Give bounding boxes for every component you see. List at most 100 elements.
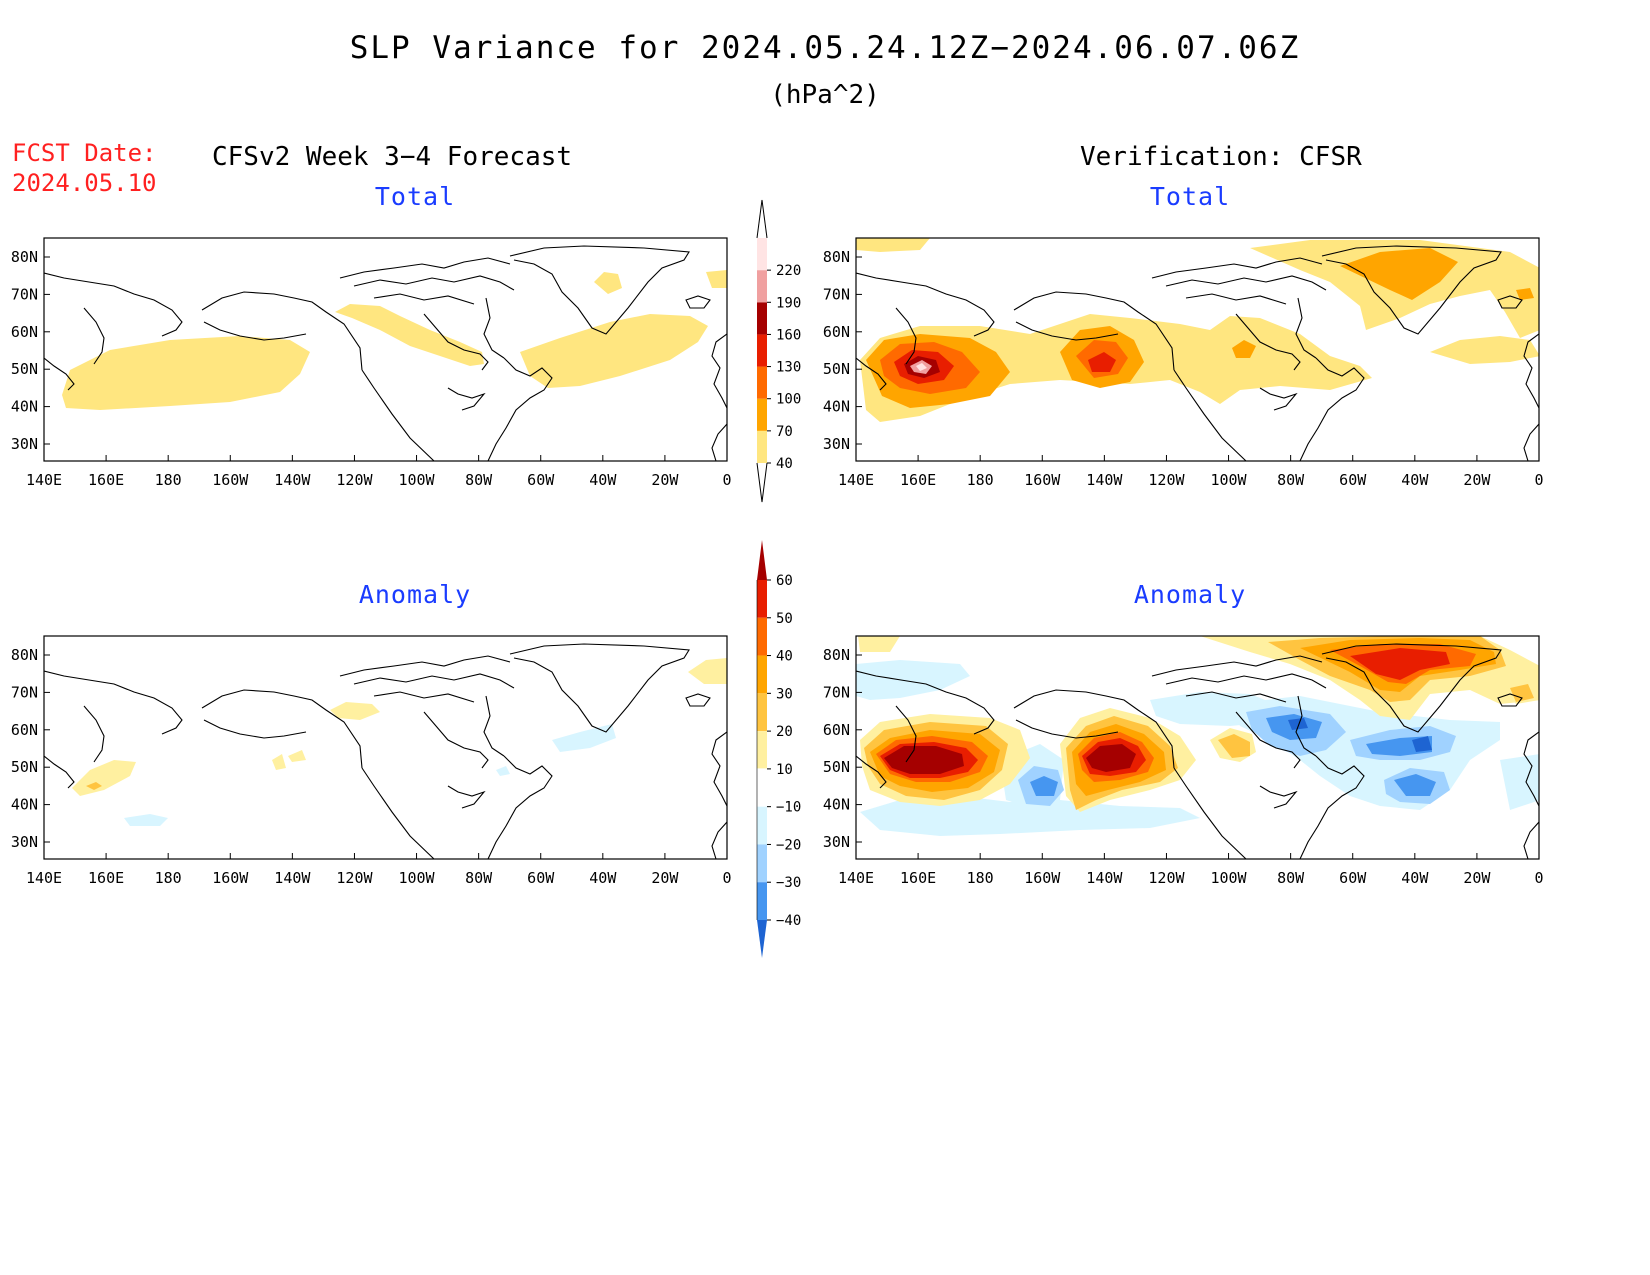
fcst-total-lat-label: 40N bbox=[11, 398, 38, 416]
total-colorbar-label: 160 bbox=[776, 327, 801, 343]
total-colorbar-swatch bbox=[757, 430, 767, 463]
total-colorbar-label: 130 bbox=[776, 360, 801, 376]
verif-total-lon-label: 140W bbox=[1086, 471, 1123, 489]
verif-anomaly-lon-label: 80W bbox=[1277, 869, 1305, 887]
main-title: SLP Variance for 2024.05.24.12Z−2024.06.… bbox=[349, 30, 1301, 66]
total-colorbar-swatch bbox=[757, 302, 767, 335]
fcst-anomaly-map bbox=[43, 635, 728, 860]
fcst-anomaly-lon-label: 140E bbox=[26, 869, 62, 887]
anomaly-colorbar-swatch bbox=[757, 617, 767, 656]
verif-anomaly-lon-label: 180 bbox=[967, 869, 994, 887]
verif-anomaly-lon-label: 40W bbox=[1401, 869, 1429, 887]
total-colorbar-swatch bbox=[757, 238, 767, 271]
total-colorbar-swatch bbox=[757, 270, 767, 303]
anomaly-colorbar-label: 30 bbox=[776, 686, 793, 702]
fcst-total-lon-label: 120W bbox=[336, 471, 373, 489]
total-colorbar-label: 40 bbox=[776, 456, 793, 472]
fcst-total-lon-label: 20W bbox=[651, 471, 679, 489]
fcst-date-value: 2024.05.10 bbox=[12, 169, 157, 197]
total-colorbar-label: 70 bbox=[776, 424, 793, 440]
verif-anomaly-map bbox=[855, 635, 1540, 860]
total-colorbar-label: 190 bbox=[776, 295, 801, 311]
fcst-date-label: FCST Date: 2024.05.10 bbox=[12, 138, 157, 198]
anomaly-colorbar-labels: 60 50 40 30 20 10 −10 −20 −30 −40 bbox=[767, 573, 801, 929]
anomaly-colorbar-label: 10 bbox=[776, 762, 793, 778]
anomaly-colorbar-swatch bbox=[757, 693, 767, 732]
total-colorbar-labels: 40 70 100 130 160 190 220 bbox=[767, 263, 801, 472]
fcst-total-lon-label: 40W bbox=[589, 471, 617, 489]
anomaly-colorbar-swatch bbox=[757, 580, 767, 618]
verif-total-map bbox=[855, 237, 1540, 462]
fcst-anomaly-lon-label: 20W bbox=[651, 869, 679, 887]
verification-column-title: Verification: CFSR bbox=[1080, 142, 1362, 172]
verif-total-lat-label: 30N bbox=[823, 435, 850, 453]
verif-total-lon-label: 160E bbox=[900, 471, 936, 489]
fcst-anomaly-lat-label: 50N bbox=[11, 758, 38, 776]
fcst-anomaly-lon-label: 160E bbox=[88, 869, 124, 887]
fcst-anomaly-lat-label: 80N bbox=[11, 646, 38, 664]
fcst-total-map bbox=[43, 237, 728, 462]
verif-anomaly-lon-label: 100W bbox=[1210, 869, 1247, 887]
verif-total-lat-label: 40N bbox=[823, 398, 850, 416]
total-colorbar-label: 220 bbox=[776, 263, 801, 279]
anomaly-colorbar-label: −10 bbox=[776, 800, 801, 816]
fcst-total-lat-label: 60N bbox=[11, 323, 38, 341]
anomaly-colorbar-swatch bbox=[757, 806, 767, 845]
anomaly-colorbar-label: −30 bbox=[776, 875, 801, 891]
anomaly-colorbar-swatch bbox=[757, 882, 767, 920]
fcst-total-lon-label: 180 bbox=[155, 471, 182, 489]
verif-total-lon-label: 80W bbox=[1277, 471, 1305, 489]
verif-anomaly-lat-label: 80N bbox=[823, 646, 850, 664]
fcst-total-lat-label: 50N bbox=[11, 360, 38, 378]
verif-anomaly-lat-label: 60N bbox=[823, 721, 850, 739]
verif-total-lon-label: 180 bbox=[967, 471, 994, 489]
anomaly-colorbar-swatch bbox=[757, 731, 767, 769]
verif-total-lon-label: 140E bbox=[838, 471, 874, 489]
total-colorbar-swatch bbox=[757, 398, 767, 431]
anomaly-colorbar-label: −40 bbox=[776, 913, 801, 929]
axis-labels: 140E 160E 180 160W 140W 120W 100W 80W 60W 40W 20W 0… bbox=[11, 248, 1544, 887]
fcst-total-title: Total bbox=[374, 182, 456, 211]
fcst-total-lat-label: 80N bbox=[11, 248, 38, 266]
anomaly-colorbar: 60 50 40 30 20 10 −10 −20 −30 −40 bbox=[756, 540, 801, 958]
verif-anomaly-lon-label: 0 bbox=[1534, 869, 1543, 887]
anomaly-colorbar-swatches bbox=[756, 580, 768, 920]
verif-anomaly-fill bbox=[856, 636, 1539, 859]
fcst-anomaly-lon-label: 0 bbox=[722, 869, 731, 887]
fcst-anomaly-lat-label: 40N bbox=[11, 796, 38, 814]
verif-anomaly-lon-label: 160E bbox=[900, 869, 936, 887]
units-label: (hPa^2) bbox=[770, 80, 880, 110]
fcst-anomaly-lon-label: 140W bbox=[274, 869, 311, 887]
anomaly-colorbar-swatch bbox=[757, 655, 767, 694]
anomaly-colorbar-label: −20 bbox=[776, 837, 801, 853]
fcst-anomaly-lon-label: 120W bbox=[336, 869, 373, 887]
fcst-anomaly-lon-label: 160W bbox=[212, 869, 249, 887]
verif-total-lon-label: 40W bbox=[1401, 471, 1429, 489]
verif-anomaly-lon-label: 60W bbox=[1339, 869, 1367, 887]
total-colorbar-label: 100 bbox=[776, 392, 801, 408]
fcst-total-lat-label: 70N bbox=[11, 285, 38, 303]
fcst-total-lon-label: 60W bbox=[527, 471, 555, 489]
verif-anomaly-lat-label: 70N bbox=[823, 683, 850, 701]
anomaly-colorbar-label: 50 bbox=[776, 611, 793, 627]
fcst-anomaly-lon-label: 80W bbox=[465, 869, 493, 887]
verif-total-lon-label: 0 bbox=[1534, 471, 1543, 489]
verif-total-lat-label: 50N bbox=[823, 360, 850, 378]
anomaly-colorbar-top-arrow bbox=[757, 540, 767, 580]
anomaly-colorbar-bottom-arrow bbox=[757, 920, 767, 958]
fcst-anomaly-lon-label: 60W bbox=[527, 869, 555, 887]
verif-total-lat-label: 60N bbox=[823, 323, 850, 341]
fcst-anomaly-fill bbox=[44, 643, 727, 859]
verif-anomaly-lat-label: 40N bbox=[823, 796, 850, 814]
verif-total-lon-label: 60W bbox=[1339, 471, 1367, 489]
fcst-total-lon-label: 160W bbox=[212, 471, 249, 489]
fcst-total-lon-label: 80W bbox=[465, 471, 493, 489]
verif-total-lon-label: 120W bbox=[1148, 471, 1185, 489]
verif-total-fill bbox=[856, 238, 1539, 461]
verif-anomaly-lon-label: 160W bbox=[1024, 869, 1061, 887]
forecast-column-title: CFSv2 Week 3−4 Forecast bbox=[212, 142, 573, 172]
fcst-total-lon-label: 0 bbox=[722, 471, 731, 489]
verif-anomaly-lat-label: 50N bbox=[823, 758, 850, 776]
anomaly-colorbar-swatch bbox=[756, 768, 768, 808]
